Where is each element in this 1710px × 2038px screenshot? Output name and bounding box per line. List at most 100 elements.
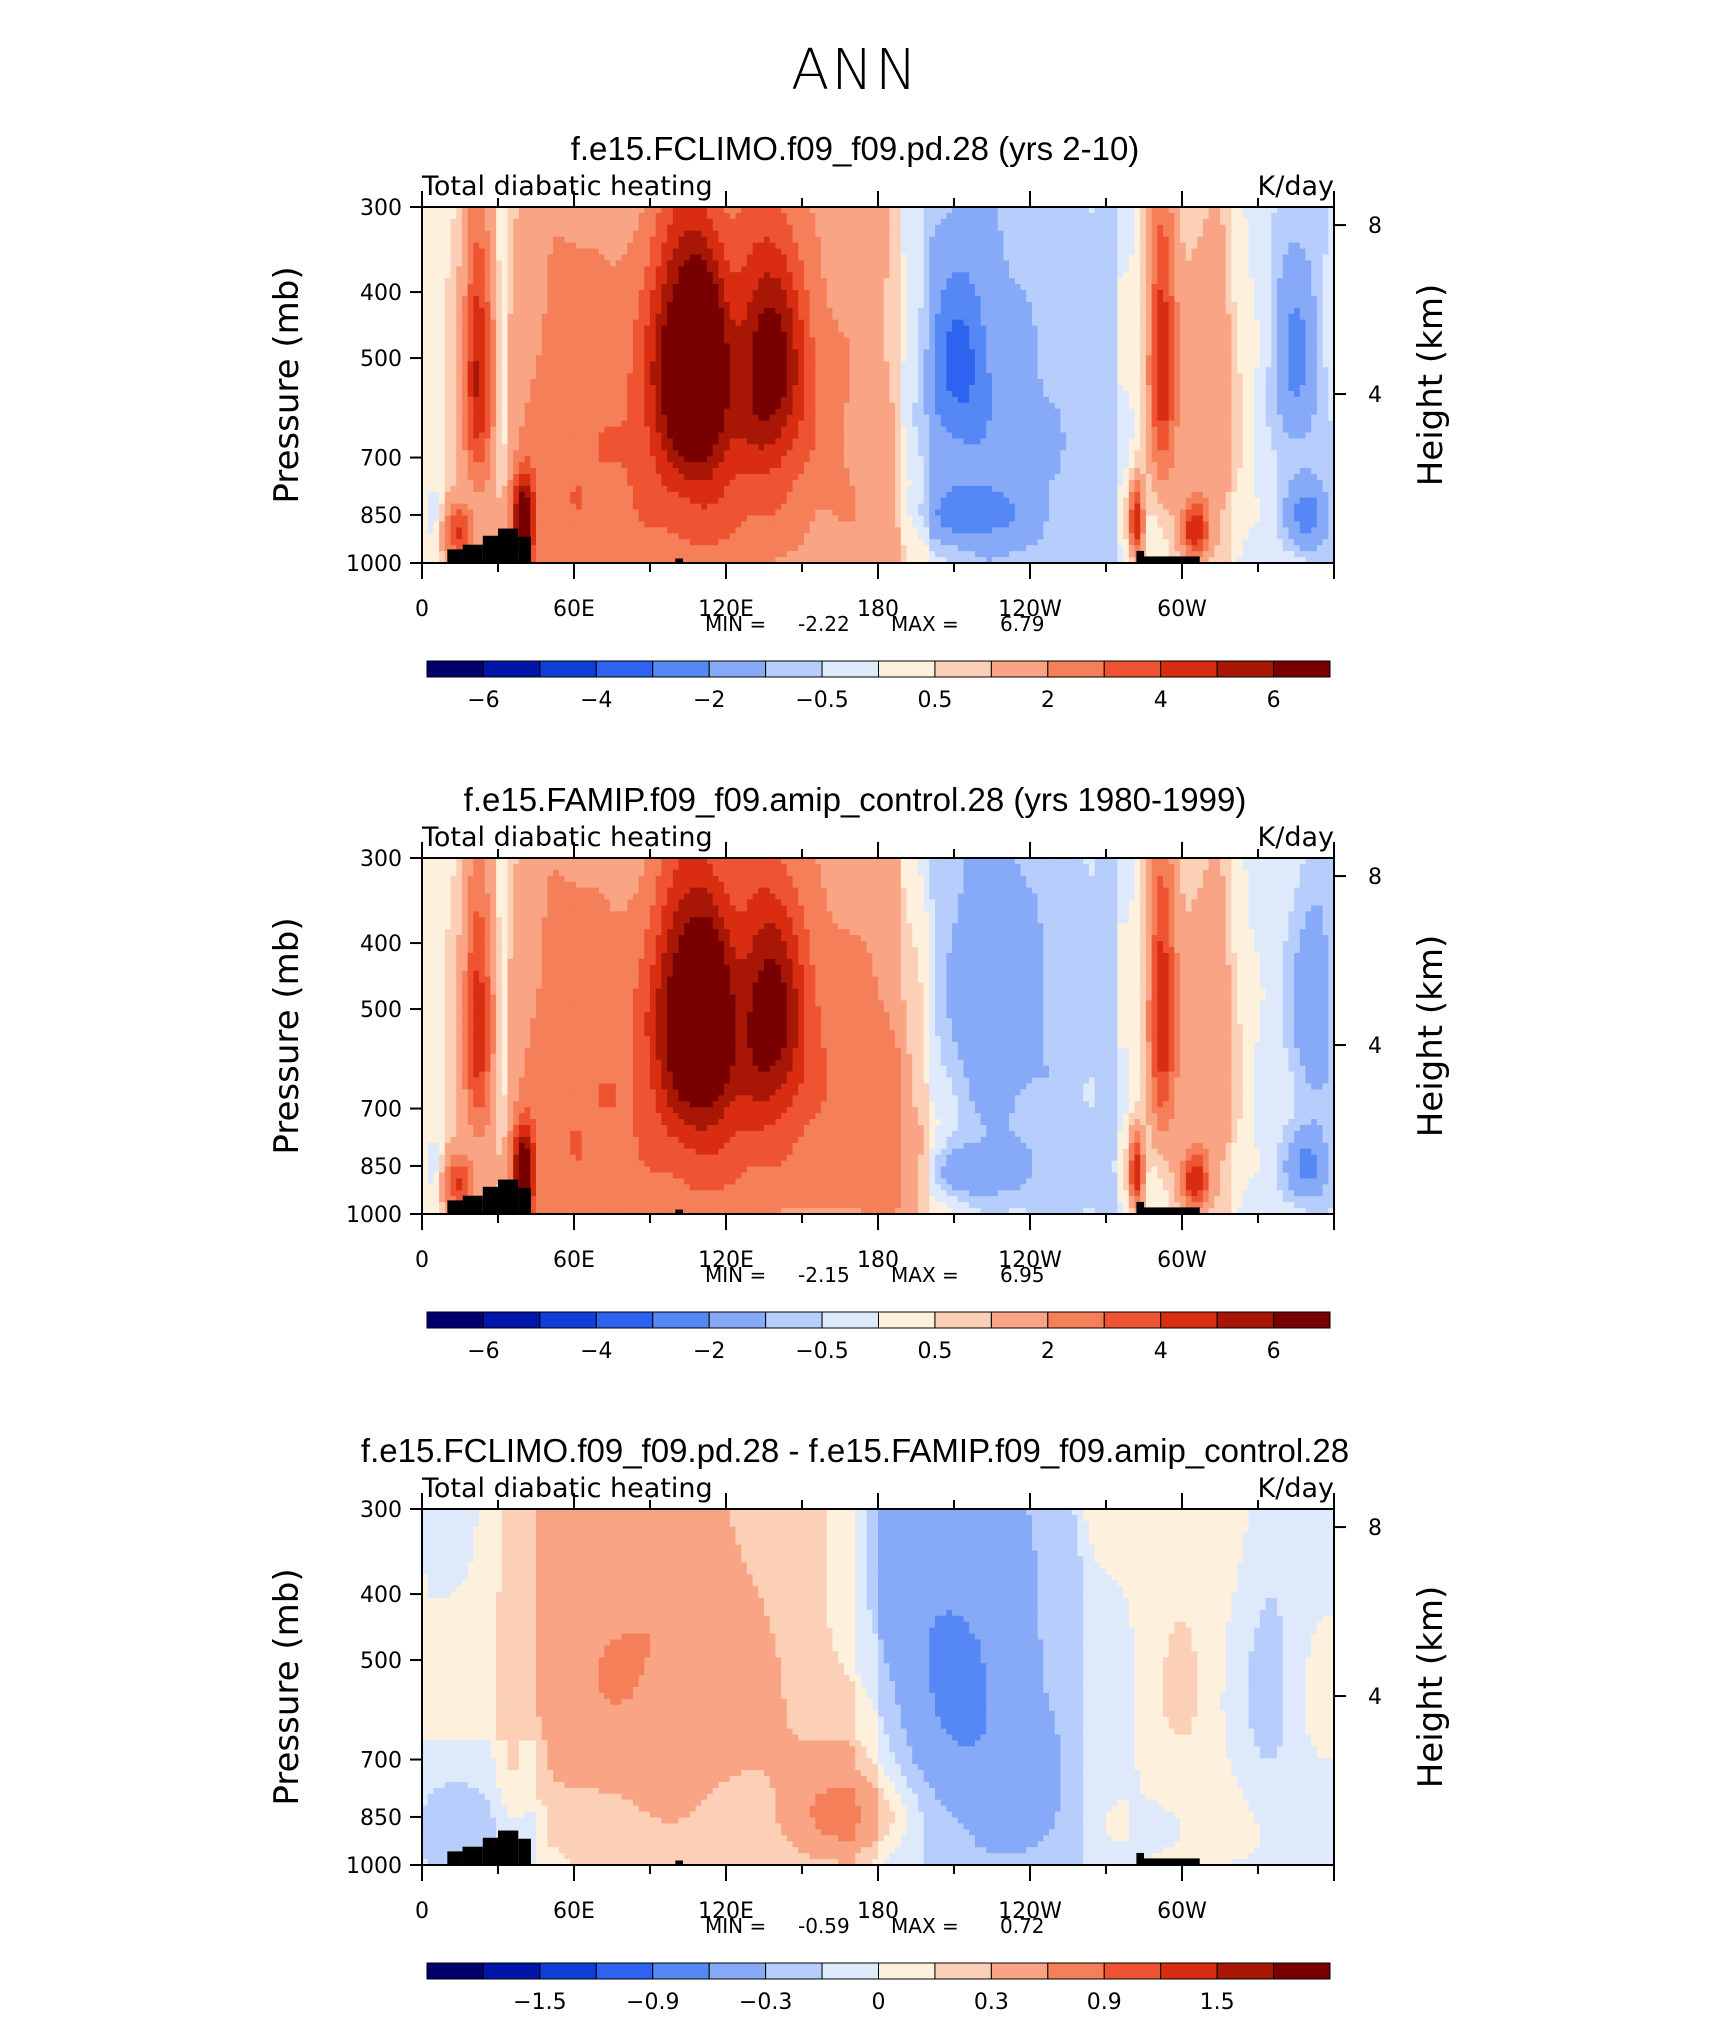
heatmap-cell [1174, 319, 1181, 327]
heatmap-cell [450, 379, 457, 386]
heatmap-cell [444, 313, 452, 321]
heatmap-cell [775, 242, 782, 250]
heatmap-cell [1094, 367, 1101, 374]
heatmap-cell [855, 373, 862, 380]
heatmap-cell [501, 325, 509, 333]
heatmap-cell [718, 385, 725, 392]
heatmap-cell [1134, 325, 1141, 333]
heatmap-cell [746, 373, 754, 380]
heatmap-cell [581, 373, 588, 380]
heatmap-cell [689, 290, 697, 297]
heatmap-cell [1237, 254, 1244, 261]
heatmap-cell [912, 207, 919, 214]
heatmap-cell [1111, 379, 1118, 386]
heatmap-cell [900, 278, 908, 285]
heatmap-cell [781, 343, 788, 350]
heatmap-cell [741, 337, 748, 345]
heatmap-cell [1168, 301, 1175, 309]
heatmap-cell [1009, 301, 1016, 309]
heatmap-cell [615, 367, 623, 374]
heatmap-cell [632, 319, 640, 327]
heatmap-cell [781, 207, 788, 214]
heatmap-cell [1282, 373, 1289, 380]
heatmap-cell [1151, 301, 1158, 309]
heatmap-cell [604, 319, 611, 327]
heatmap-cell [627, 230, 634, 238]
heatmap-cell [1259, 278, 1267, 285]
heatmap-cell [479, 224, 486, 232]
heatmap-cell [946, 236, 953, 244]
heatmap-cell [661, 379, 668, 386]
heatmap-cell [1237, 343, 1244, 350]
heatmap-cell [689, 224, 697, 232]
heatmap-cell [1077, 373, 1084, 380]
heatmap-cell [433, 260, 440, 267]
heatmap-cell [809, 207, 816, 214]
heatmap-cell [992, 331, 999, 339]
heatmap-cell [650, 325, 657, 333]
heatmap-cell [900, 337, 908, 345]
heatmap-cell [895, 284, 902, 291]
heatmap-cell [769, 301, 776, 309]
heatmap-cell [473, 296, 480, 303]
heatmap-cell [564, 313, 571, 321]
heatmap-cell [1117, 278, 1124, 285]
heatmap-cell [1111, 319, 1118, 327]
heatmap-cell [707, 266, 714, 273]
heatmap-cell [484, 236, 491, 244]
heatmap-cell [456, 385, 463, 392]
heatmap-cell [775, 361, 782, 368]
heatmap-cell [570, 207, 577, 214]
heatmap-cell [1237, 349, 1244, 356]
heatmap-cell [484, 349, 491, 356]
heatmap-cell [889, 284, 896, 291]
heatmap-cell [1111, 254, 1118, 261]
heatmap-cell [541, 260, 548, 267]
heatmap-cell [741, 301, 748, 309]
heatmap-cell [632, 349, 640, 356]
heatmap-cell [1282, 218, 1289, 226]
heatmap-cell [1123, 284, 1130, 291]
heatmap-cell [1288, 224, 1295, 232]
heatmap-cell [712, 385, 719, 392]
heatmap-cell [1328, 355, 1334, 362]
heatmap-cell [752, 379, 759, 386]
heatmap-cell [1288, 367, 1295, 374]
heatmap-cell [518, 390, 526, 398]
heatmap-cell [496, 367, 503, 374]
heatmap-cell [1151, 224, 1158, 232]
heatmap-cell [866, 296, 873, 303]
heatmap-cell [650, 301, 657, 309]
heatmap-cell [1151, 367, 1158, 374]
heatmap-cell [1083, 278, 1090, 285]
heatmap-cell [741, 242, 748, 250]
heatmap-cell [889, 290, 896, 297]
heatmap-cell [1191, 361, 1198, 368]
heatmap-cell [1316, 301, 1324, 309]
heatmap-cell [644, 207, 651, 214]
heatmap-cell [1111, 373, 1118, 380]
heatmap-cell [496, 260, 503, 267]
heatmap-cell [1026, 254, 1033, 261]
heatmap-cell [1123, 236, 1130, 244]
heatmap-cell [917, 207, 925, 214]
heatmap-cell [558, 248, 566, 256]
heatmap-cell [467, 242, 474, 250]
heatmap-cell [564, 218, 571, 226]
heatmap-cell [1197, 319, 1204, 327]
heatmap-cell [615, 236, 623, 244]
heatmap-cell [912, 278, 919, 285]
heatmap-cell [632, 248, 640, 256]
heatmap-cell [1214, 272, 1221, 279]
heatmap-cell [1049, 212, 1056, 220]
heatmap-cell [1225, 367, 1232, 374]
heatmap-cell [986, 361, 993, 368]
heatmap-cell [1180, 331, 1187, 339]
heatmap-cell [775, 367, 782, 374]
heatmap-cell [496, 355, 503, 362]
heatmap-cell [752, 319, 759, 327]
heatmap-cell [866, 212, 873, 220]
heatmap-cell [815, 331, 822, 339]
heatmap-cell [604, 284, 611, 291]
heatmap-cell [815, 207, 822, 214]
